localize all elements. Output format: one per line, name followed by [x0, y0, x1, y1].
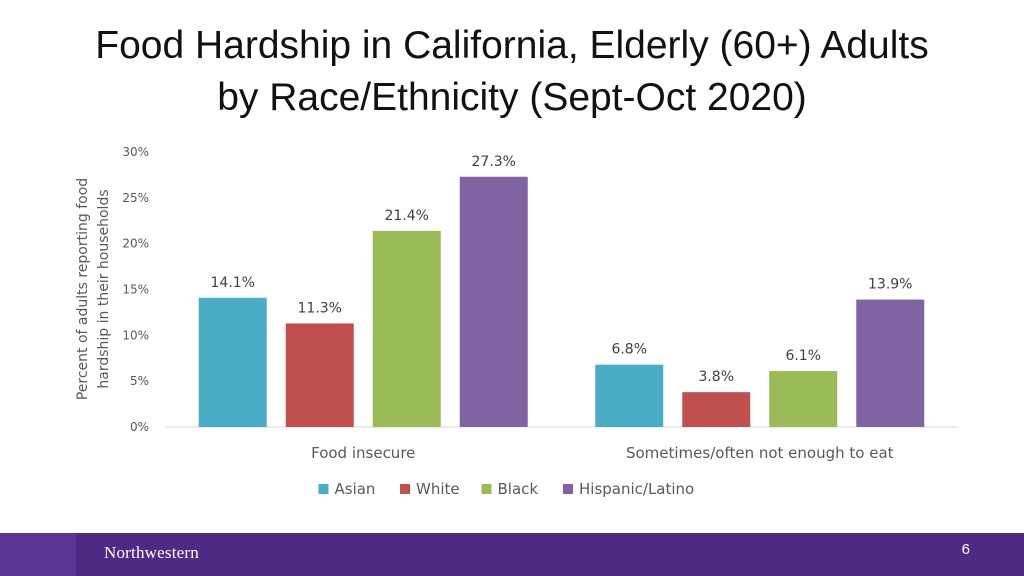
footer-bar: [0, 533, 1024, 576]
title-line-2: by Race/Ethnicity (Sept-Oct 2020): [217, 76, 807, 119]
x-category-label: Sometimes/often not enough to eat: [626, 444, 894, 462]
brand-logo-text: Northwestern: [104, 543, 199, 562]
legend-label: White: [416, 480, 460, 498]
bar-data-label: 13.9%: [868, 277, 912, 293]
bar-data-label: 11.3%: [298, 300, 342, 316]
y-axis-title-line-2: hardship in their households: [96, 189, 112, 388]
bar: [769, 371, 838, 427]
y-tick-label: 30%: [122, 145, 149, 159]
y-tick-label: 10%: [122, 328, 149, 342]
page-number: 6: [961, 541, 970, 558]
y-tick-label: 25%: [122, 191, 149, 205]
legend-swatch: [481, 484, 492, 494]
bar: [595, 364, 664, 427]
footer-accent: [0, 533, 76, 576]
legend-label: Black: [498, 480, 539, 498]
bar: [198, 297, 267, 427]
legend-label: Asian: [335, 480, 376, 498]
bar-data-label: 27.3%: [472, 154, 516, 170]
y-tick-label: 5%: [130, 374, 149, 388]
bar-data-label: 6.8%: [611, 342, 647, 358]
y-tick-label: 20%: [122, 237, 149, 251]
bar-data-label: 21.4%: [385, 208, 429, 224]
y-tick-label: 15%: [122, 283, 149, 297]
y-axis-title-line-1: Percent of adults reporting food: [75, 178, 91, 400]
legend-swatch: [318, 484, 329, 494]
title-line-1: Food Hardship in California, Elderly (60…: [95, 24, 929, 67]
bar: [856, 299, 925, 427]
bar: [372, 230, 441, 427]
bar: [459, 176, 528, 427]
legend-label: Hispanic/Latino: [579, 480, 694, 498]
bar: [682, 392, 751, 427]
bar-data-label: 6.1%: [785, 348, 821, 364]
x-category-label: Food insecure: [311, 444, 415, 462]
legend-swatch: [400, 484, 410, 494]
bar-data-label: 14.1%: [211, 275, 255, 291]
bar-data-label: 3.8%: [698, 369, 734, 385]
slide-title: Food Hardship in California, Elderly (60…: [40, 20, 984, 124]
bar: [285, 323, 354, 427]
y-tick-label: 0%: [130, 420, 149, 434]
legend-swatch: [563, 484, 573, 494]
